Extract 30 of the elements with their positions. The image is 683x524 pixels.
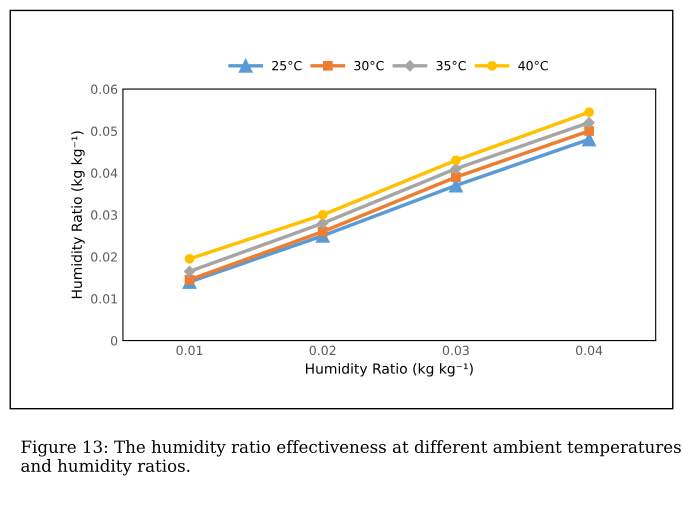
- point: [318, 210, 328, 220]
- x-tick-label: 0.04: [576, 346, 602, 356]
- point: [451, 172, 461, 182]
- point: [584, 126, 594, 136]
- point: [184, 274, 194, 285]
- y-tick-label: 0.06: [91, 84, 118, 94]
- legend-label: 25°C: [272, 60, 302, 70]
- y-axis-title: Humidity Ratio (kg kg⁻¹): [71, 131, 85, 298]
- y-tick-label: 0.04: [91, 168, 118, 178]
- y-tick-label: 0.05: [91, 126, 117, 136]
- x-tick-label: 0.02: [310, 346, 336, 356]
- point: [317, 218, 328, 229]
- y-tick-label: 0.02: [91, 252, 117, 262]
- legend-label: 35°C: [436, 60, 466, 70]
- point: [184, 266, 196, 278]
- y-tick-label: 0: [110, 336, 118, 346]
- x-tick-label: 0.03: [442, 346, 469, 356]
- legend-label: 30°C: [354, 60, 384, 70]
- caption: Figure 13: The humidity ratio effectiveness at different ambient temperatures and humidity ratios.: [21, 440, 681, 476]
- y-tick-label: 0.01: [91, 294, 117, 304]
- legend-label: 40°C: [518, 60, 548, 70]
- x-tick-label: 0.01: [176, 346, 202, 356]
- point: [318, 226, 328, 236]
- point: [583, 117, 595, 128]
- point: [450, 163, 462, 174]
- x-axis-title: Humidity Ratio (kg kg⁻¹): [306, 363, 473, 377]
- point: [584, 107, 594, 117]
- y-tick-label: 0.03: [91, 210, 118, 220]
- point: [451, 155, 461, 166]
- point: [184, 254, 194, 264]
